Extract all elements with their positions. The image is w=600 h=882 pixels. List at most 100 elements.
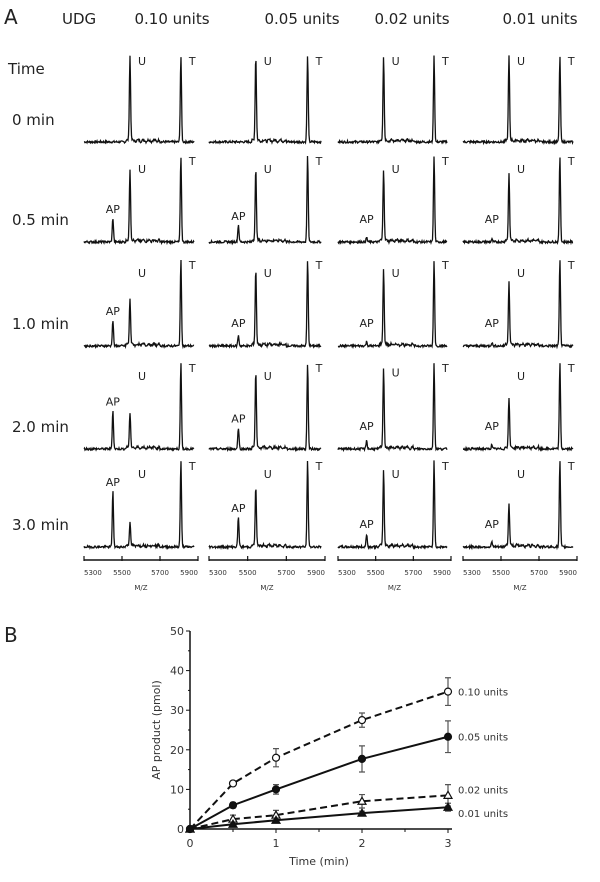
x-tick-label: 0 [187, 837, 194, 850]
panel-b-label: B [4, 623, 18, 647]
peak-label-u: U [517, 267, 525, 280]
spectra-grid: 0.10 units 0.05 units 0.02 units 0.01 units… [12, 10, 578, 592]
column-header: 0.05 units [264, 10, 339, 28]
peak-label-t: T [188, 362, 196, 375]
series-label: 0.10 units [458, 688, 508, 699]
mz-tick-label: 5500 [367, 569, 385, 577]
row-label: 0.5 min [12, 211, 69, 229]
y-axis-label: AP product (pmol) [150, 680, 163, 780]
peak-label-t: T [567, 460, 575, 473]
row-label: 0 min [12, 111, 55, 129]
spectrum-trace [462, 55, 574, 146]
mz-tick-label: 5500 [492, 569, 510, 577]
column-header: 0.01 units [502, 10, 577, 28]
spectrum-trace [462, 157, 574, 246]
peak-label-ap: AP [231, 413, 246, 426]
mz-tick-label: 5900 [307, 569, 325, 577]
peak-label-t: T [315, 460, 323, 473]
peak-label-u: U [392, 55, 400, 68]
mz-tick-label: 5700 [404, 569, 422, 577]
mz-tick-label: 5700 [277, 569, 295, 577]
spectrum-trace [337, 363, 448, 453]
spectrum-trace [462, 461, 574, 551]
peak-label-ap: AP [231, 210, 246, 223]
row-label: 3.0 min [12, 516, 69, 534]
mz-tick-label: 5900 [180, 569, 198, 577]
y-tick-label: 30 [170, 704, 184, 717]
data-point [184, 823, 196, 833]
spectrum-trace [208, 155, 322, 246]
peak-label-t: T [188, 155, 196, 168]
spectrum-trace [337, 55, 448, 145]
data-point [442, 802, 454, 811]
peak-label-t: T [441, 155, 449, 168]
data-point [271, 785, 281, 794]
mz-axis-label: M/Z [388, 584, 401, 592]
row-label: 2.0 min [12, 418, 69, 436]
y-tick-label: 10 [170, 783, 184, 796]
series-line [189, 806, 449, 830]
x-axis-label: Time (min) [288, 855, 349, 868]
y-tick-label: 50 [170, 625, 184, 638]
y-tick-label: 20 [170, 744, 184, 757]
mz-tick-label: 5300 [209, 569, 227, 577]
data-point [356, 807, 368, 817]
data-point [357, 715, 367, 725]
peak-label-ap: AP [485, 317, 500, 330]
peak-label-u: U [264, 267, 272, 280]
x-tick-label: 2 [359, 837, 366, 850]
data-point [443, 687, 453, 696]
peak-label-u: U [138, 163, 146, 176]
mz-axis-label: M/Z [513, 584, 526, 592]
peak-label-ap: AP [360, 317, 375, 330]
peak-label-t: T [188, 460, 196, 473]
time-header: Time [7, 60, 45, 78]
mz-axis-label: M/Z [134, 584, 147, 592]
peak-label-ap: AP [485, 213, 500, 226]
mz-axis-label: M/Z [260, 584, 273, 592]
peak-label-t: T [188, 259, 196, 272]
peak-label-t: T [315, 155, 323, 168]
peak-label-t: T [315, 362, 323, 375]
peak-label-ap: AP [485, 420, 500, 433]
peak-label-ap: AP [106, 395, 121, 408]
peak-label-t: T [188, 55, 196, 68]
mz-tick-label: 5900 [559, 569, 577, 577]
peak-label-u: U [138, 55, 146, 68]
peak-label-t: T [567, 259, 575, 272]
spectrum-trace [208, 364, 322, 453]
row-label: 1.0 min [12, 315, 69, 333]
peak-label-u: U [264, 163, 272, 176]
spectrum-trace [83, 55, 195, 145]
data-point [357, 754, 367, 764]
peak-label-u: U [517, 55, 525, 68]
mz-tick-label: 5500 [239, 569, 257, 577]
spectrum-trace [83, 363, 195, 452]
panel-a-label: A [4, 5, 18, 29]
peak-label-u: U [138, 267, 146, 280]
x-tick-label: 3 [445, 837, 452, 850]
peak-label-ap: AP [106, 305, 121, 318]
peak-label-u: U [392, 267, 400, 280]
spectrum-trace [337, 460, 448, 551]
peak-label-u: U [138, 370, 146, 383]
data-point [443, 732, 453, 741]
peak-label-ap: AP [106, 203, 121, 216]
series-label: 0.05 units [458, 733, 508, 744]
peak-label-u: U [392, 163, 400, 176]
x-tick-label: 1 [273, 837, 280, 850]
data-point [271, 753, 281, 762]
y-tick-label: 0 [177, 823, 184, 836]
series-line [189, 735, 449, 830]
peak-label-t: T [315, 259, 323, 272]
spectrum-trace [462, 260, 574, 350]
peak-label-ap: AP [360, 518, 375, 531]
peak-label-u: U [138, 468, 146, 481]
peak-label-u: U [517, 370, 525, 383]
spectrum-trace [83, 157, 195, 246]
spectrum-trace [337, 156, 448, 246]
mz-tick-label: 5300 [463, 569, 481, 577]
spectrum-trace [83, 461, 195, 551]
mz-tick-label: 5300 [338, 569, 356, 577]
data-point [270, 815, 282, 824]
